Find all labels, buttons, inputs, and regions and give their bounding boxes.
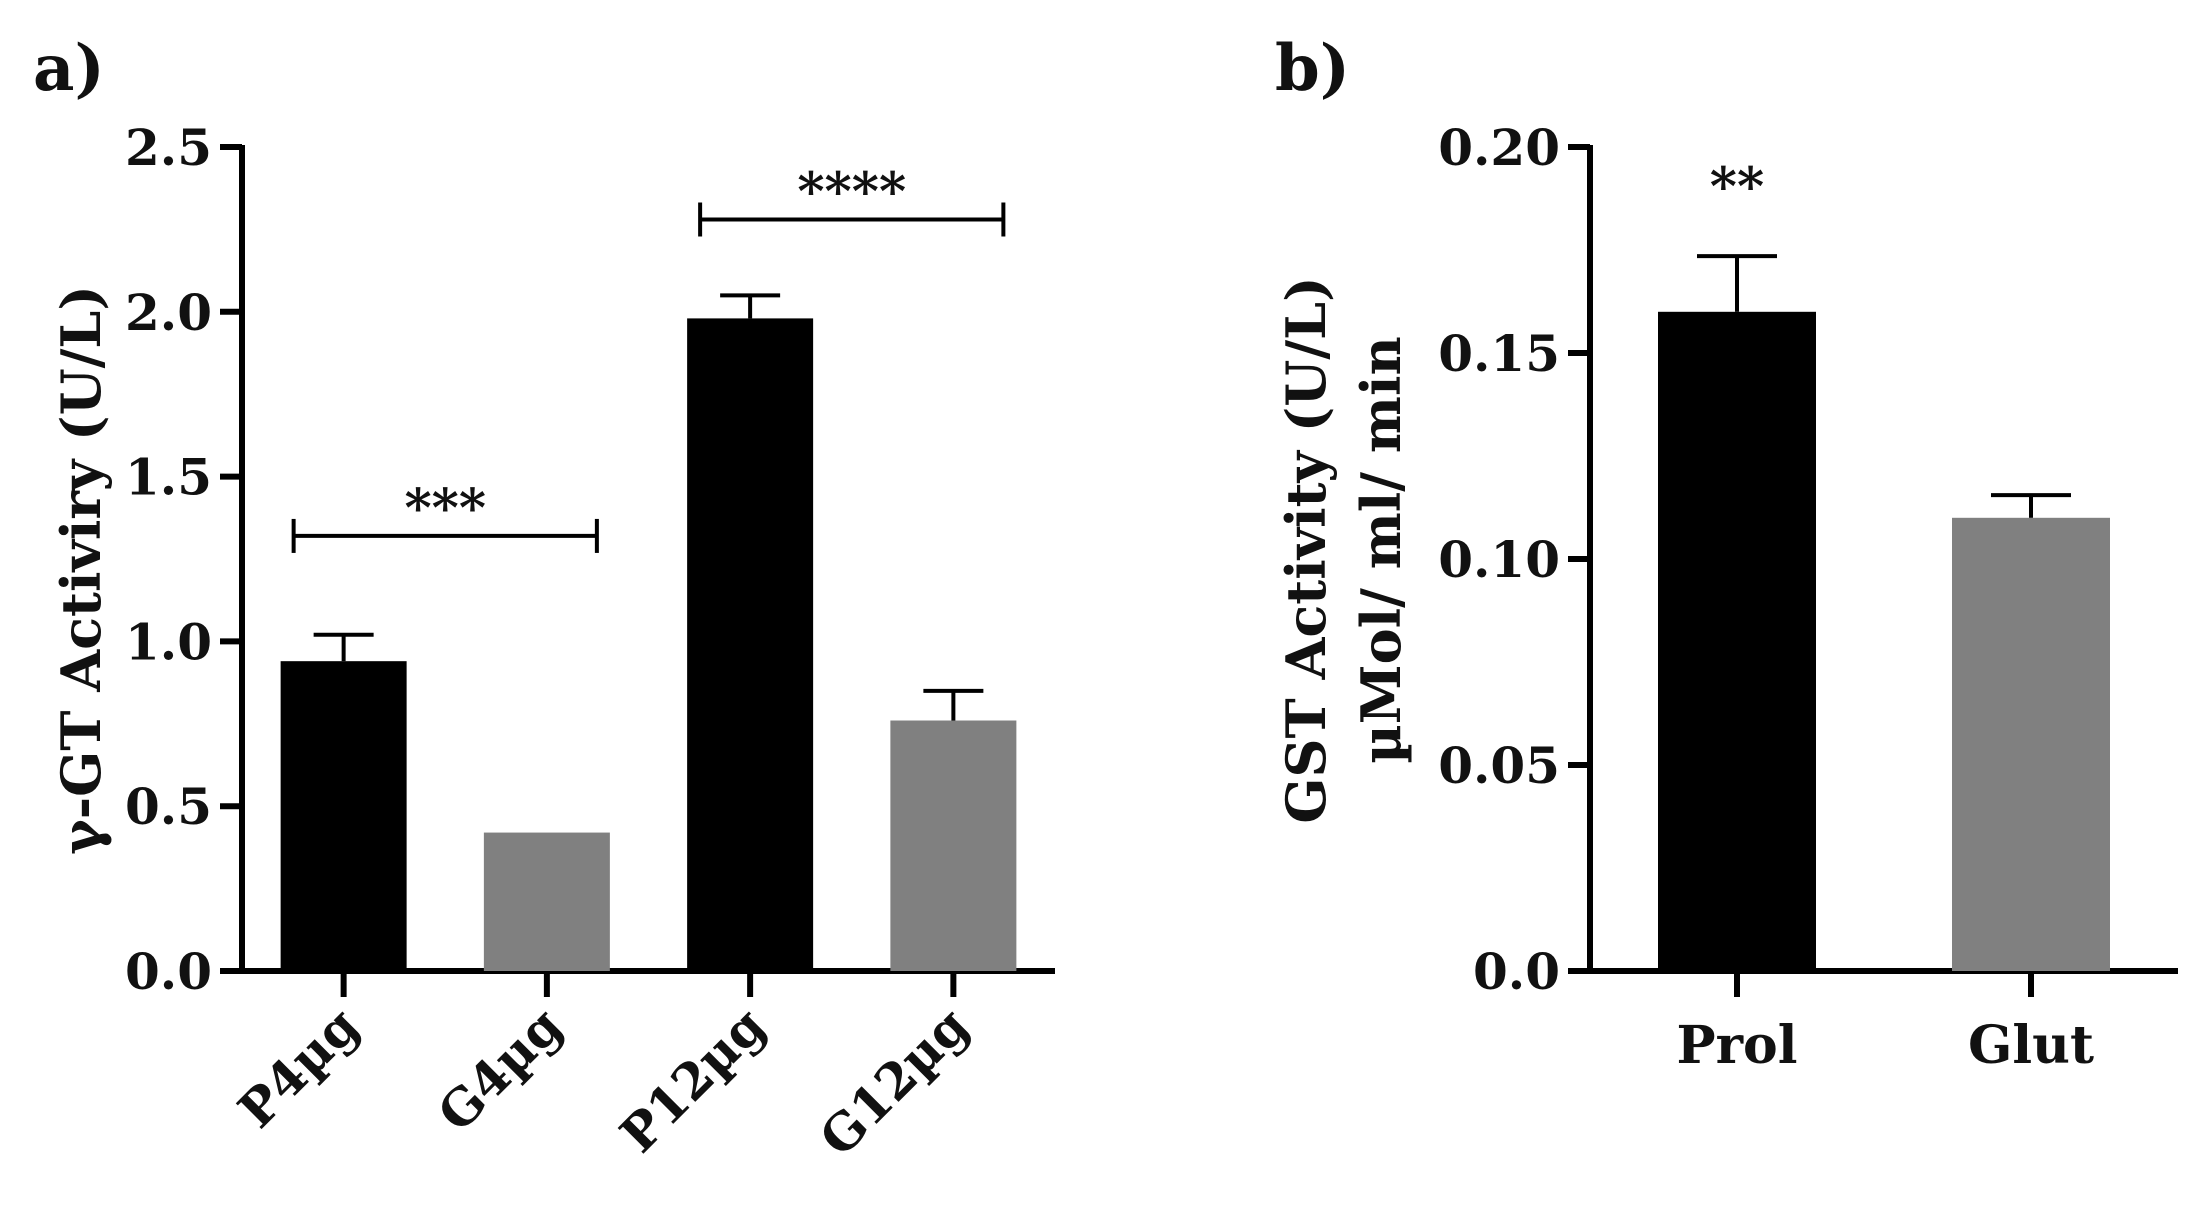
panel-b-plot: 0.0 0.05 0.10 0.15 0.20 Prol Glut ** bbox=[1438, 118, 2178, 1076]
chart0-x-tick-label: P12µg bbox=[608, 996, 776, 1164]
chart1-y-tick-label: 0.15 bbox=[1438, 324, 1560, 383]
chart0-x-tick-label: G12µg bbox=[808, 996, 980, 1168]
panel-b-y-axis-title: GST Activity (U/L) bbox=[1274, 276, 1338, 823]
chart1-bar bbox=[1952, 517, 2110, 971]
chart0-y-tick-label: 1.0 bbox=[125, 612, 212, 671]
chart1-x-tick-label: Prol bbox=[1677, 1015, 1798, 1076]
panel-b: b) GST Activity (U/L) µMol/ ml/ min 0.00… bbox=[1274, 31, 2178, 1076]
chart0-significance-label: **** bbox=[797, 162, 906, 223]
chart0-x-tick-label: G4µg bbox=[426, 996, 573, 1143]
panel-a-y-axis-title: γ-GT Activiry (U/L) bbox=[49, 285, 113, 855]
chart0-bar bbox=[483, 832, 610, 971]
chart1-y-tick-label: 0.05 bbox=[1438, 736, 1560, 795]
chart0-significance-label: *** bbox=[404, 478, 486, 539]
chart0-x-tick-label: P4µg bbox=[227, 996, 371, 1140]
chart0-y-tick-label: 0.0 bbox=[125, 942, 212, 1001]
chart1-significance-label: ** bbox=[1710, 156, 1764, 217]
panel-a: a) γ-GT Activiry (U/L) 0.0 0.5 1.0 1.5 2.0 2.… bbox=[33, 31, 1055, 1167]
chart0-y-tick-label: 0.5 bbox=[125, 777, 212, 836]
chart1-y-tick-label: 0.0 bbox=[1473, 942, 1560, 1001]
chart0-bar bbox=[280, 661, 407, 971]
chart0-y-tick-label: 2.5 bbox=[125, 118, 212, 177]
panel-b-y-axis-title-units: µMol/ ml/ min bbox=[1349, 336, 1413, 763]
chart1-y-tick-label: 0.20 bbox=[1438, 118, 1560, 177]
chart0-y-tick-label: 2.0 bbox=[125, 283, 212, 342]
chart0-bar bbox=[687, 318, 814, 972]
chart0-y-tick-label: 1.5 bbox=[125, 448, 212, 507]
panel-a-label: a) bbox=[33, 31, 105, 106]
chart0-bar bbox=[890, 720, 1017, 971]
panel-b-label: b) bbox=[1275, 31, 1350, 106]
chart1-x-tick-label: Glut bbox=[1968, 1015, 2094, 1076]
chart1-bar bbox=[1658, 311, 1816, 971]
chart1-y-tick-label: 0.10 bbox=[1438, 530, 1560, 589]
